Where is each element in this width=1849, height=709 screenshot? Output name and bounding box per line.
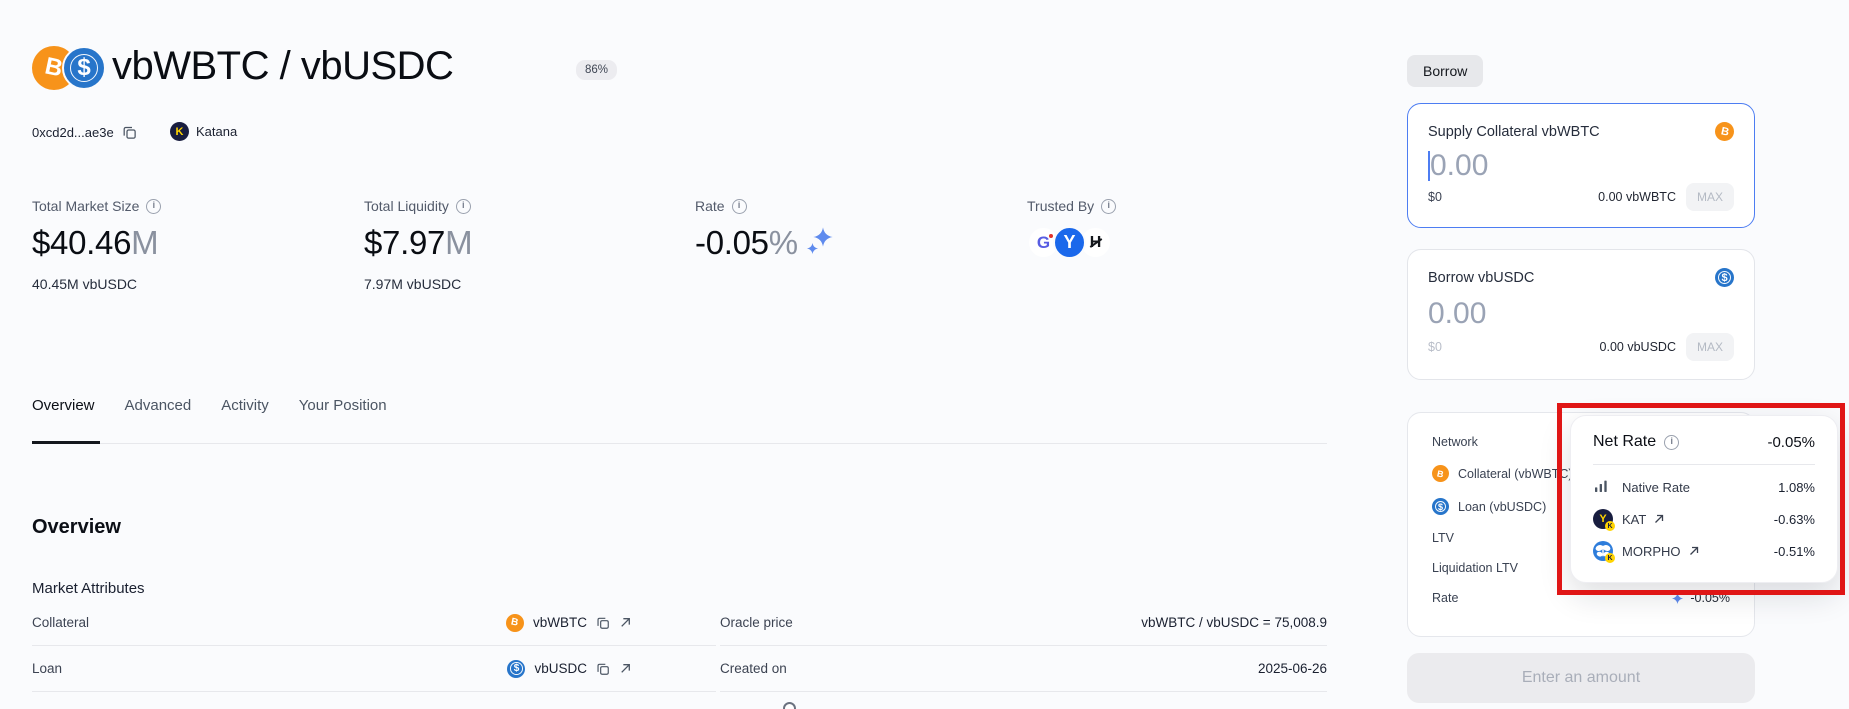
oracle-price-value: vbWBTC / vbUSDC = 75,008.9 [1141, 615, 1327, 630]
btc-icon: B [506, 613, 524, 632]
info-row-loan: $ Loan (vbUSDC) [1432, 498, 1730, 515]
borrow-usd-value: $0 [1428, 340, 1442, 354]
borrow-card: Borrow vbUSDC $ $0 0.00 vbUSDC MAX [1407, 249, 1755, 380]
borrow-mode-button[interactable]: Borrow [1407, 55, 1484, 87]
attr-row-created-on: Created on 2025-06-26 [720, 646, 1327, 692]
attr-row-oracle-price: Oracle price vbWBTC / vbUSDC = 75,008.9 [720, 600, 1327, 646]
usdc-icon: $ [1432, 498, 1449, 515]
rate-value: -0.05% [1690, 591, 1730, 605]
supply-balance: 0.00 vbWBTC [1598, 190, 1676, 204]
copy-icon[interactable] [596, 616, 610, 630]
info-icon[interactable]: i [731, 198, 747, 214]
copy-icon[interactable] [596, 662, 610, 676]
popup-row-native-rate: Native Rate 1.08% [1593, 477, 1815, 497]
attr-row-collateral: Collateral B vbWBTC [32, 600, 716, 646]
subsection-heading: Market Attributes [32, 580, 145, 597]
stat-rate: Rate i -0.05% [695, 198, 840, 262]
info-row-rate: Rate -0.05% [1432, 591, 1730, 605]
network-chip: K Katana [170, 122, 237, 141]
external-link-icon[interactable] [1653, 513, 1665, 525]
btc-icon: B [1432, 465, 1449, 482]
token-pair-logo: B $ [32, 46, 106, 90]
tab-bar: Overview Advanced Activity Your Position [32, 397, 387, 440]
supply-collateral-card: Supply Collateral vbWBTC B $0 0.00 vbWBT… [1407, 103, 1755, 228]
net-rate-popup: Net Rate i -0.05% Native Rate 1.08% Y K … [1570, 415, 1838, 583]
text-caret [1428, 151, 1430, 181]
active-tab-underline [32, 441, 100, 444]
external-link-icon[interactable] [619, 662, 632, 675]
info-icon[interactable]: i [146, 198, 162, 214]
supply-card-label: Supply Collateral vbWBTC [1428, 123, 1600, 140]
stat-market-size: Total Market Size i $40.46 M 40.45M vbUSDC [32, 198, 162, 292]
btc-icon: B [1715, 122, 1734, 141]
yearn-icon[interactable]: Y [1053, 226, 1086, 259]
attr-row-loan: Loan $ vbUSDC [32, 646, 716, 692]
tab-your-position[interactable]: Your Position [298, 397, 387, 414]
tab-advanced[interactable]: Advanced [124, 397, 192, 414]
created-on-value: 2025-06-26 [1257, 661, 1327, 676]
copy-icon[interactable] [122, 125, 137, 140]
popup-row-kat[interactable]: Y K KAT -0.63% [1593, 509, 1815, 531]
usdc-icon: $ [62, 46, 106, 90]
tab-activity[interactable]: Activity [221, 397, 269, 414]
kat-icon: Y K [1593, 509, 1615, 531]
tab-divider [32, 443, 1327, 444]
info-row-network: Network [1432, 435, 1478, 449]
borrow-amount-input[interactable] [1428, 297, 1668, 331]
info-row-ltv: LTV [1432, 531, 1454, 545]
info-icon[interactable]: i [455, 198, 471, 214]
tab-overview[interactable]: Overview [32, 397, 95, 414]
sparkle-icon [1672, 592, 1684, 604]
info-row-collateral: B Collateral (vbWBTC) [1432, 465, 1730, 482]
borrow-max-button[interactable]: MAX [1685, 333, 1734, 361]
stat-liquidity: Total Liquidity i $7.97 M 7.97M vbUSDC [364, 198, 473, 292]
stat-subvalue: 40.45M vbUSDC [32, 276, 138, 292]
stat-trusted-by: Trusted Byi G Y H [1027, 198, 1117, 259]
katana-badge-icon: K [1605, 521, 1615, 531]
popup-title: Net Rate [1593, 433, 1657, 450]
market-address: 0xcd2d...ae3e [32, 125, 114, 140]
supply-max-button[interactable]: MAX [1685, 183, 1734, 211]
page-title: vbWBTC / vbUSDC [112, 44, 454, 88]
section-heading: Overview [32, 516, 121, 538]
stat-subvalue: 7.97M vbUSDC [364, 276, 462, 292]
network-label: Katana [196, 124, 238, 139]
enter-amount-button[interactable]: Enter an amount [1407, 653, 1755, 703]
katana-badge-icon: K [1605, 553, 1615, 563]
ltv-badge: 86% [576, 60, 618, 80]
usdc-icon: $ [507, 659, 526, 678]
borrow-balance: 0.00 vbUSDC [1599, 340, 1676, 354]
supply-amount-input[interactable] [1430, 149, 1670, 183]
info-icon[interactable]: i [1101, 198, 1117, 214]
borrow-card-label: Borrow vbUSDC [1428, 269, 1535, 286]
collateral-token: vbWBTC [533, 615, 587, 630]
info-row-liquidation-ltv: Liquidation LTV [1432, 561, 1518, 575]
external-link-icon[interactable] [619, 616, 632, 629]
info-icon[interactable]: i [1664, 434, 1680, 450]
usdc-icon: $ [1715, 268, 1734, 287]
katana-icon: K [170, 122, 189, 141]
net-rate-value: -0.05% [1767, 433, 1815, 451]
supply-usd-value: $0 [1428, 190, 1442, 204]
popup-row-morpho[interactable]: K MORPHO -0.51% [1593, 541, 1815, 563]
loan-token: vbUSDC [534, 661, 587, 676]
partial-next-row-icon [783, 702, 796, 709]
popup-divider [1593, 464, 1815, 465]
bar-chart-icon [1593, 477, 1613, 497]
morpho-icon: K [1593, 541, 1615, 563]
sparkles-icon [806, 226, 840, 260]
external-link-icon[interactable] [1688, 545, 1700, 557]
